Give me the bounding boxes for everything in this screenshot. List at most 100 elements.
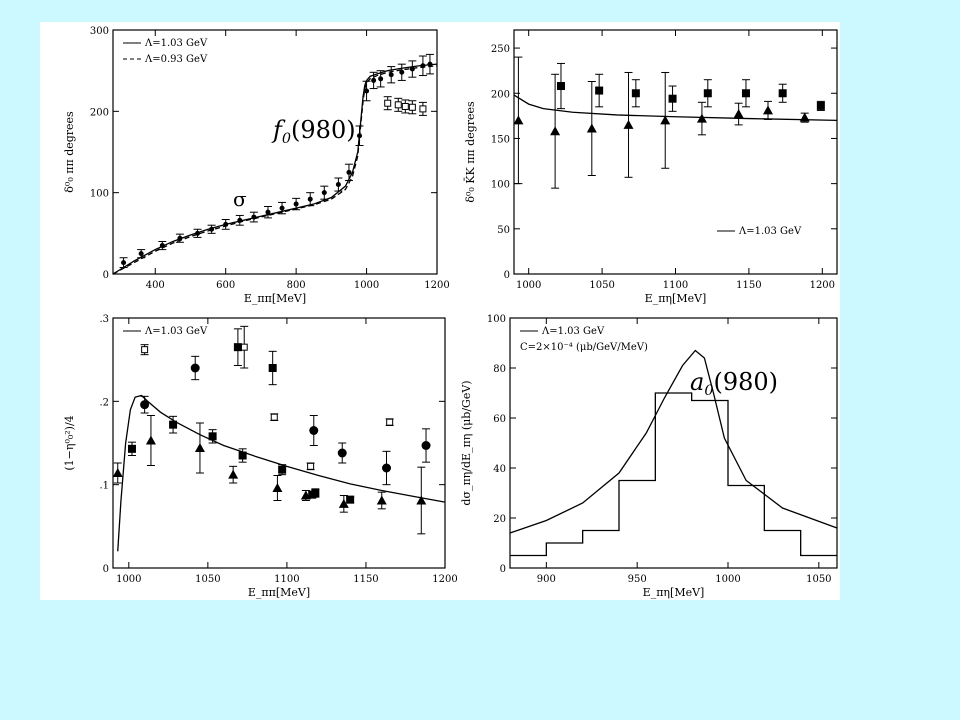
data-point [240,343,248,351]
data-point [309,426,319,435]
x-tick-label: 1200 [424,280,449,291]
data-point [399,69,405,75]
y-tick-label: 300 [90,26,109,37]
data-point [816,101,825,110]
series-line [117,394,446,552]
data-point [762,105,773,115]
data-point [159,243,165,249]
x-tick-label: 1000 [116,574,141,585]
plot-frame [112,317,446,569]
y-tick-label: 50 [497,225,510,236]
y-tick-label: 250 [491,44,510,55]
data-point [238,451,247,460]
y-tick-label: 100 [90,189,109,200]
data-point [279,205,285,211]
data-point [127,444,136,453]
data-point [409,66,415,72]
data-point [307,196,313,202]
legend-entry: Λ=1.03 GeV [541,326,605,337]
data-point [703,89,712,98]
x-tick-label: 1100 [274,574,299,585]
series-line [112,65,438,275]
data-point [265,209,271,215]
plot-frame [509,317,838,569]
x-tick-label: 1150 [353,574,378,585]
data-point [419,105,427,113]
panel-bottom-right: 900 950 1000 1050 0 20 40 60 80 100 E_πη[MeV] dσ_πη… [460,314,838,599]
data-point [335,182,341,188]
x-tick-label: 1150 [736,280,761,291]
data-point [300,490,311,500]
y-tick-label: .3 [99,314,109,325]
data-point [741,89,750,98]
data-point [778,89,787,98]
data-point [595,86,604,95]
data-point [293,201,299,207]
y-tick-label: 200 [90,107,109,118]
x-tick-label: 600 [216,280,235,291]
y-axis-label: dσ_πη/dE_πη (μb/GeV) [460,380,473,505]
panel-top-right: 1000 1050 1100 1150 1200 0 50 100 150 200 250 E_πη[… [464,29,838,305]
data-point [141,346,149,354]
x-axis-label: E_ππ[MeV] [244,292,306,305]
data-point [311,489,320,497]
data-point [660,115,671,125]
x-tick-label: 1050 [195,574,220,585]
y-tick-label: .1 [99,481,109,492]
panel-bottom-left: 1000 1050 1100 1150 1200 0 .1 .2 .3 E_ππ[MeV] (1−η… [63,314,458,599]
data-point [556,82,565,91]
y-tick-label: 0 [103,564,109,575]
data-point [623,119,634,129]
x-tick-label: 1000 [516,280,541,291]
data-point [668,94,677,103]
data-point [270,413,278,421]
data-point [278,465,287,474]
legend-entry: C=2×10⁻⁴ (μb/GeV/MeV) [520,342,648,353]
x-tick-label: 1200 [810,280,835,291]
figure-panel: 400 600 800 1000 1200 0 100 200 300 E_ππ[MeV] δ⁰₀ … [40,22,840,600]
data-point [223,221,229,227]
data-point [195,230,201,236]
data-point [338,498,349,508]
data-point [138,251,144,257]
histogram [510,392,837,557]
series-line [112,63,438,275]
y-tick-label: 0 [500,564,506,575]
x-tick-label: 950 [628,574,647,585]
data-point [378,76,384,82]
data-point [416,495,427,505]
x-axis-label: E_ππ[MeV] [248,586,310,599]
data-point [337,448,347,458]
data-point [401,102,409,110]
data-point [420,63,426,69]
x-tick-label: 800 [287,280,306,291]
y-tick-label: 60 [493,414,506,425]
data-point [209,226,215,232]
y-tick-label: 100 [487,314,506,325]
data-point [145,435,156,445]
x-tick-label: 400 [146,280,165,291]
data-point [268,364,277,372]
data-point [121,260,127,266]
legend-entry: Λ=0.93 GeV [144,54,208,65]
data-point [513,115,524,125]
data-point [346,169,352,175]
x-tick-label: 1050 [589,280,614,291]
data-point [307,462,315,470]
annotation: a0(980) [690,368,778,399]
y-tick-label: 200 [491,89,510,100]
x-axis-label: E_πη[MeV] [645,292,707,305]
annotation: σ [233,187,247,211]
plot-frame [112,29,438,275]
series-line [513,94,838,122]
data-point [346,495,355,504]
data-point [733,109,744,119]
data-point [112,468,123,477]
y-tick-label: 40 [493,464,506,475]
data-point [586,123,597,133]
y-axis-label: (1−η⁰₀²)/4 [63,415,76,470]
x-axis-label: E_πη[MeV] [643,586,705,599]
data-point [799,112,810,122]
y-tick-label: .2 [99,397,109,408]
y-tick-label: 100 [491,180,510,191]
